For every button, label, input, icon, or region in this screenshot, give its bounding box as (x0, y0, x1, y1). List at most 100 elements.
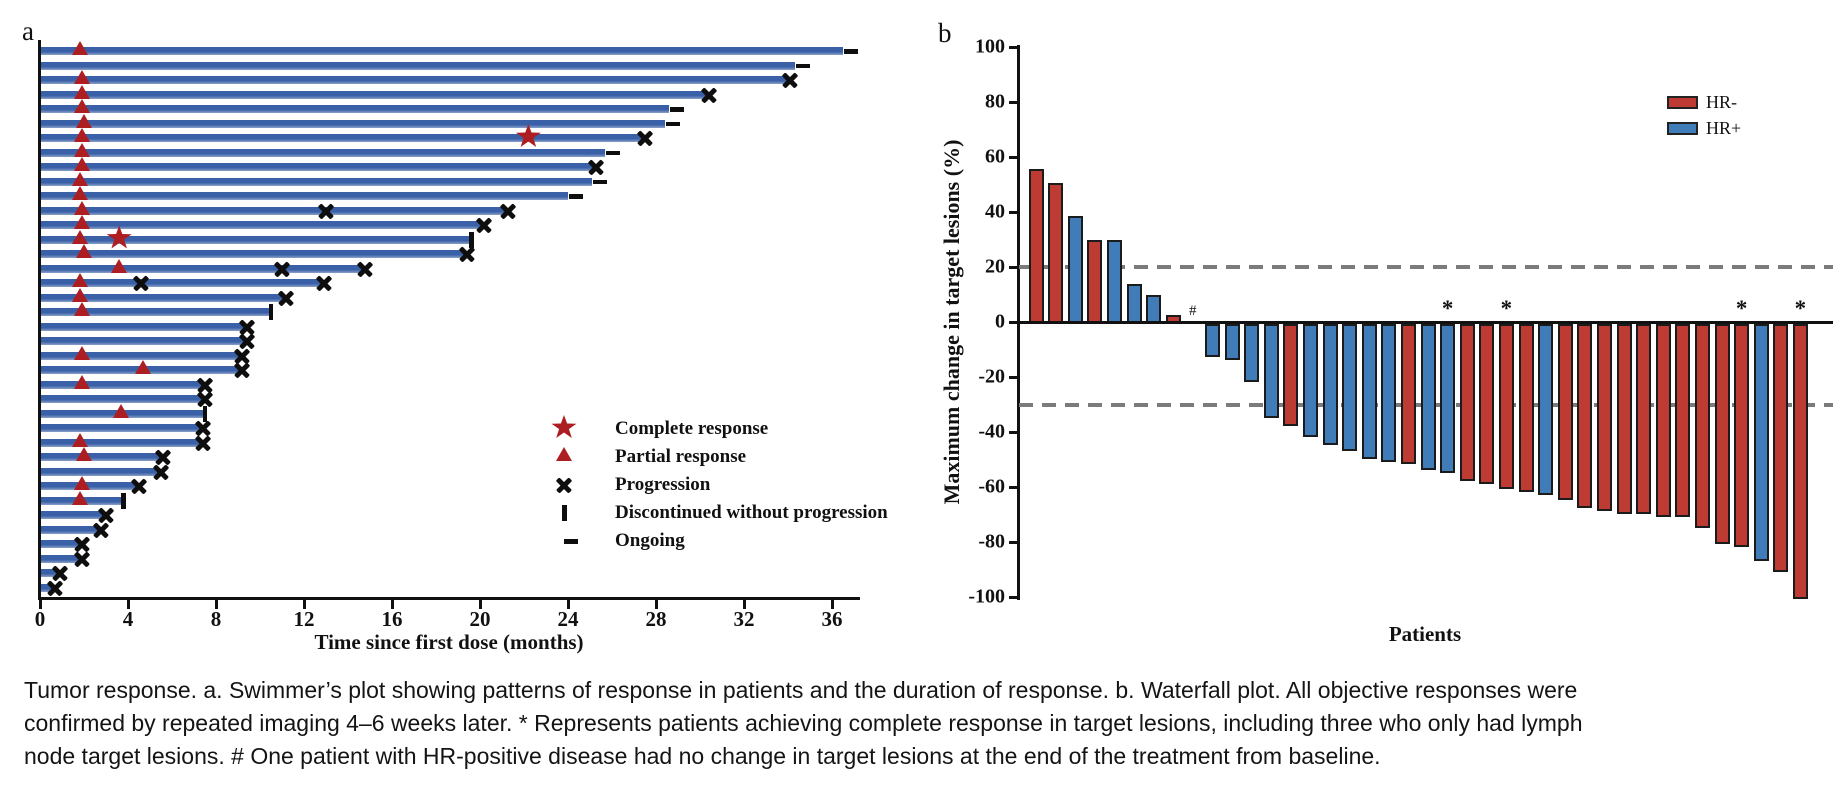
partial-response-marker (73, 302, 90, 316)
waterfall-bar (1029, 169, 1044, 323)
complete-response-asterisk: * (1735, 296, 1748, 321)
swimmer-bar (41, 337, 245, 345)
swimmer-bar (41, 134, 643, 142)
progression-marker (475, 216, 493, 234)
swimmer-bar (41, 322, 245, 331)
x-tick-label: 8 (210, 607, 222, 631)
swimmer-bar (41, 424, 201, 432)
waterfall-bar (1773, 324, 1788, 572)
partial-response-marker (73, 374, 90, 389)
caption-line: Tumor response. a. Swimmer’s plot showin… (24, 677, 1578, 703)
legend-item-star: Complete response (551, 415, 871, 444)
swimmer-bar (41, 511, 104, 519)
partial-response-marker (73, 128, 90, 142)
x-tick (830, 600, 834, 609)
ongoing-marker (665, 121, 680, 126)
x-tick (38, 600, 42, 609)
swimmer-bar (41, 221, 483, 229)
progression-marker (781, 71, 799, 89)
legend-swatch-hr-positive (1667, 122, 1698, 135)
reference-dashed-line (1019, 265, 1833, 269)
no-change-hash: # (1189, 303, 1197, 319)
y-tick (1009, 45, 1017, 49)
swimmer-bar (41, 293, 285, 302)
waterfall-bar (1127, 284, 1142, 323)
progression-marker (46, 579, 64, 597)
waterfall-bar (1264, 324, 1279, 418)
waterfall-bar (1362, 324, 1377, 459)
partial-response-marker (76, 447, 92, 461)
y-tick (1009, 210, 1017, 214)
waterfall-bar (1793, 324, 1808, 599)
y-tick (1009, 595, 1017, 599)
waterfall-bar (1068, 216, 1083, 323)
x-tick-label: 16 (381, 607, 403, 631)
progression-marker (499, 202, 517, 220)
y-tick (1009, 155, 1017, 159)
swimmer-bar (41, 119, 665, 128)
complete-response-marker (551, 415, 577, 438)
swimmer-bar (41, 163, 595, 171)
partial-response-marker (71, 171, 88, 186)
progression-marker (356, 260, 374, 278)
waterfall-bar (1342, 324, 1357, 451)
figure-caption: Tumor response. a. Swimmer’s plot showin… (24, 674, 1824, 773)
waterfall-zero-line (1017, 321, 1833, 324)
y-tick-label: -80 (978, 530, 1005, 553)
ongoing-marker (569, 194, 583, 199)
y-tick-label: 40 (985, 200, 1005, 223)
discontinued-marker (469, 231, 474, 248)
x-tick (566, 600, 570, 609)
x-tick-label: 36 (821, 607, 843, 631)
waterfall-bar (1381, 324, 1396, 462)
partial-response-marker (71, 186, 88, 200)
waterfall-bar (1675, 324, 1690, 517)
discontinued-marker (202, 405, 208, 422)
progression-marker (130, 477, 148, 495)
swimmer-bar (41, 467, 159, 476)
partial-response-marker (73, 99, 90, 113)
y-tick-label: 80 (985, 90, 1005, 113)
legend-label: HR- (1706, 92, 1737, 112)
x-tick-label: 0 (34, 607, 46, 631)
progression-marker (636, 129, 654, 147)
swimmer-bar (41, 279, 322, 287)
y-tick (1009, 265, 1017, 269)
partial-response-marker (71, 229, 88, 244)
swimmer-bar (41, 583, 54, 592)
swimmer-bar (41, 177, 593, 186)
partial-response-marker (73, 476, 90, 490)
waterfall-bar (1460, 324, 1475, 481)
swimmer-bar (41, 264, 364, 273)
waterfall-bar (1048, 183, 1063, 323)
y-tick-label: 60 (985, 145, 1005, 168)
swimmer-bar (41, 76, 788, 84)
waterfall-bar (1538, 324, 1553, 495)
waterfall-bar (1421, 324, 1436, 470)
waterfall-bar (1656, 324, 1671, 517)
progression-marker (233, 361, 251, 379)
y-tick-label: -60 (978, 475, 1005, 498)
swimmer-bar (41, 90, 707, 99)
x-tick-label: 32 (733, 607, 755, 631)
legend-item-label: Partial response (615, 446, 747, 467)
x-tick (302, 600, 306, 609)
legend-item-label: Discontinued without progression (615, 502, 888, 523)
swimmer-bar (41, 453, 161, 461)
swimmer-bar (41, 235, 469, 244)
y-tick-label: 100 (975, 35, 1005, 58)
legend-swatch-hr-negative (1667, 96, 1698, 109)
waterfall-bar (1558, 324, 1573, 500)
x-tick (478, 600, 482, 609)
waterfall-bar (1754, 324, 1769, 561)
swimmer-bar (41, 105, 670, 113)
swimmer-bar (41, 525, 100, 534)
swimmer-x-axis (38, 597, 860, 600)
partial-response-marker (71, 490, 88, 505)
swimmer-bar (41, 540, 80, 548)
x-tick-label: 4 (122, 607, 134, 631)
y-tick (1009, 375, 1017, 379)
caption-line: confirmed by repeated imaging 4–6 weeks … (24, 710, 1583, 736)
y-tick-label: -100 (968, 585, 1005, 608)
y-tick-label: 20 (985, 255, 1005, 278)
